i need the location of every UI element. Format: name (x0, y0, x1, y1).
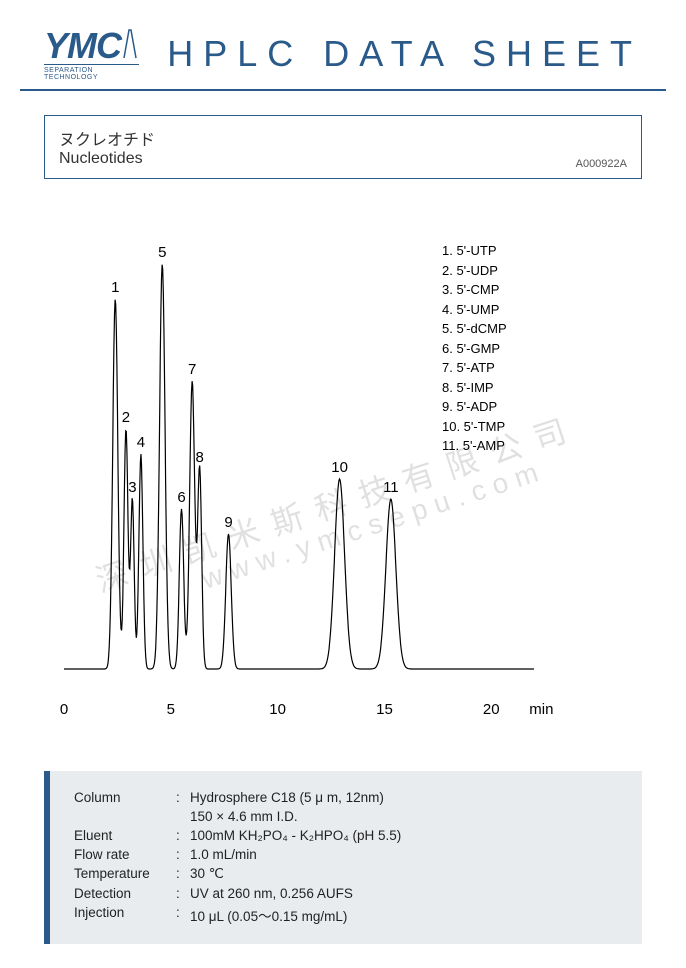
logo-text: YMC (44, 26, 137, 62)
param-row: Flow rate:1.0 mL/min (74, 846, 401, 863)
param-value: 30 ℃ (190, 865, 401, 883)
param-key: Injection (74, 904, 174, 926)
legend-item: 2. 5'-UDP (442, 261, 507, 281)
param-key (74, 808, 174, 825)
param-value: 1.0 mL/min (190, 846, 401, 863)
param-row: Injection:10 μL (0.05～0.15 mg/mL) (74, 904, 401, 926)
page-title: HPLC DATA SHEET (167, 33, 642, 75)
param-value: 150 × 4.6 mm I.D. (190, 808, 401, 825)
logo: YMC SEPARATION TECHNOLOGY (44, 26, 139, 81)
legend-item: 4. 5'-UMP (442, 300, 507, 320)
peak-label-10: 10 (331, 459, 348, 476)
peak-label-1: 1 (111, 279, 119, 296)
chromatogram-chart: 深圳凯米斯科技有限公司 www.ymcsepu.com 123456789101… (44, 219, 642, 749)
header: YMC SEPARATION TECHNOLOGY HPLC DATA SHEE… (20, 0, 666, 91)
peak-label-9: 9 (224, 514, 232, 531)
title-japanese: ヌクレオチド (59, 126, 627, 150)
param-colon (176, 808, 188, 825)
legend-item: 8. 5'-IMP (442, 378, 507, 398)
param-key: Temperature (74, 865, 174, 883)
param-colon: : (176, 827, 188, 844)
param-value: 10 μL (0.05～0.15 mg/mL) (190, 904, 401, 926)
param-colon: : (176, 885, 188, 902)
logo-letters: YMC (44, 30, 121, 62)
param-colon: : (176, 846, 188, 863)
x-axis-unit: min (529, 701, 553, 718)
param-value: 100mM KH₂PO₄ - K₂HPO₄ (pH 5.5) (190, 827, 401, 844)
legend-item: 7. 5'-ATP (442, 358, 507, 378)
parameters-box: Column:Hydrosphere C18 (5 μ m, 12nm) 150… (44, 771, 642, 944)
chromatogram-svg (44, 219, 642, 679)
param-value: UV at 260 nm, 0.256 AUFS (190, 885, 401, 902)
legend-item: 10. 5'-TMP (442, 417, 507, 437)
document-code: A000922A (576, 158, 627, 170)
peak-legend: 1. 5'-UTP2. 5'-UDP3. 5'-CMP4. 5'-UMP5. 5… (442, 241, 507, 456)
logo-peak-icon (123, 26, 137, 62)
peak-label-4: 4 (137, 434, 145, 451)
legend-item: 1. 5'-UTP (442, 241, 507, 261)
param-key: Column (74, 789, 174, 806)
legend-item: 3. 5'-CMP (442, 280, 507, 300)
logo-tagline: SEPARATION TECHNOLOGY (44, 64, 139, 81)
param-key: Detection (74, 885, 174, 902)
x-tick-label: 10 (269, 701, 286, 718)
param-colon: : (176, 865, 188, 883)
param-colon: : (176, 904, 188, 926)
peak-label-6: 6 (177, 489, 185, 506)
peak-label-2: 2 (122, 409, 130, 426)
param-colon: : (176, 789, 188, 806)
x-tick-label: 20 (483, 701, 500, 718)
peak-label-8: 8 (195, 449, 203, 466)
legend-item: 9. 5'-ADP (442, 397, 507, 417)
param-row: Column:Hydrosphere C18 (5 μ m, 12nm) (74, 789, 401, 806)
param-row: Temperature:30 ℃ (74, 865, 401, 883)
title-box: ヌクレオチド Nucleotides A000922A (44, 115, 642, 179)
param-key: Flow rate (74, 846, 174, 863)
parameters-table: Column:Hydrosphere C18 (5 μ m, 12nm) 150… (72, 787, 403, 928)
x-tick-label: 0 (60, 701, 68, 718)
param-row: Detection:UV at 260 nm, 0.256 AUFS (74, 885, 401, 902)
legend-item: 11. 5'-AMP (442, 436, 507, 456)
param-key: Eluent (74, 827, 174, 844)
legend-item: 6. 5'-GMP (442, 339, 507, 359)
x-tick-label: 5 (167, 701, 175, 718)
param-row: 150 × 4.6 mm I.D. (74, 808, 401, 825)
peak-label-5: 5 (158, 244, 166, 261)
legend-item: 5. 5'-dCMP (442, 319, 507, 339)
x-tick-label: 15 (376, 701, 393, 718)
peak-label-3: 3 (128, 479, 136, 496)
peak-label-11: 11 (383, 479, 399, 496)
param-value: Hydrosphere C18 (5 μ m, 12nm) (190, 789, 401, 806)
title-english: Nucleotides (59, 150, 627, 168)
param-row: Eluent:100mM KH₂PO₄ - K₂HPO₄ (pH 5.5) (74, 827, 401, 844)
peak-label-7: 7 (188, 361, 196, 378)
